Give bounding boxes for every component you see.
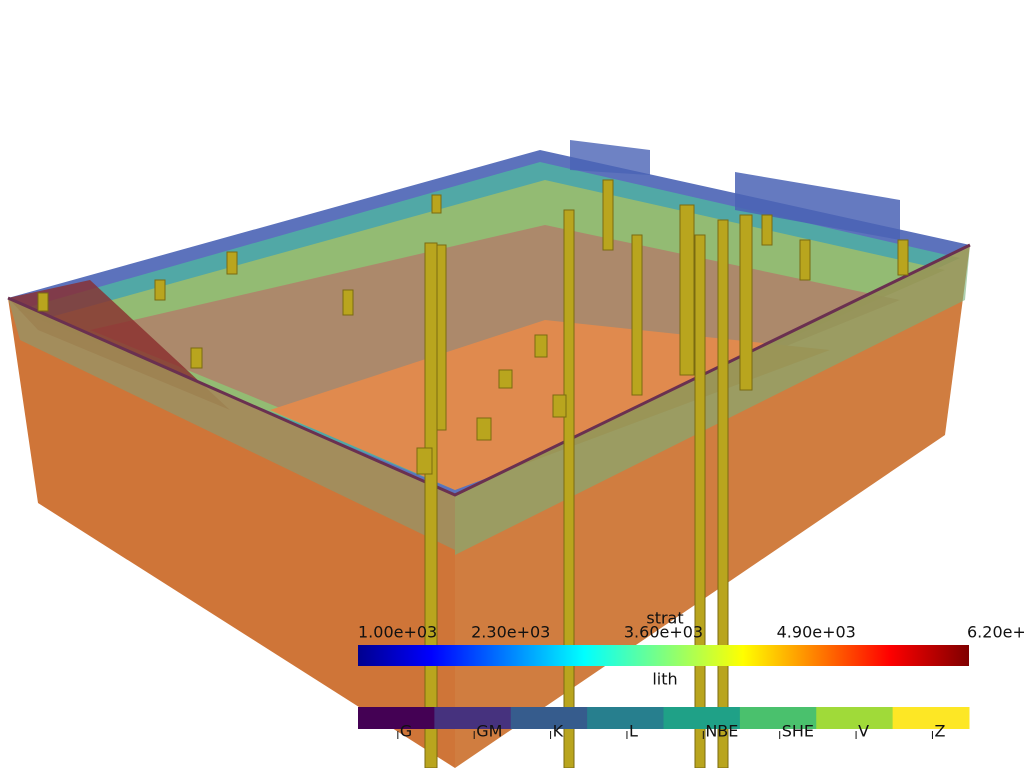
category-label: K (553, 722, 564, 741)
well (717, 219, 729, 768)
front-band (8, 298, 455, 550)
well (694, 234, 706, 768)
well (679, 204, 695, 376)
well (431, 194, 442, 214)
colorbar-tick-label: 3.60e+03 (624, 623, 703, 642)
colorbars: 1.00e+03 2.30e+03 3.60e+03 4.90e+03 6.20e+03… (358, 623, 1024, 741)
strat-colorbar (358, 645, 969, 666)
category-swatch (663, 707, 741, 729)
category-label: V (858, 722, 869, 741)
well (534, 334, 548, 358)
colorbar-tick-label: 4.90e+03 (777, 623, 856, 642)
category-label: GM (476, 722, 502, 741)
well (602, 179, 614, 251)
well (342, 289, 354, 316)
side-face (455, 245, 970, 768)
front-face (8, 298, 455, 768)
well (424, 242, 438, 768)
category-swatch (739, 707, 817, 729)
colorbar-tick-label: 6.20e+03 (967, 623, 1024, 642)
colorbar-title: lith (652, 670, 677, 689)
category-label: Z (934, 722, 945, 741)
outcrop (735, 172, 900, 240)
well (476, 417, 492, 441)
well (436, 244, 447, 431)
category-label: SHE (782, 722, 814, 741)
well (739, 214, 753, 391)
category-swatch (816, 707, 894, 729)
well (226, 251, 238, 275)
well (761, 214, 773, 246)
well (154, 279, 166, 301)
well (416, 447, 433, 475)
category-swatch (892, 707, 970, 729)
colorbar-tick-label: 2.30e+03 (471, 623, 550, 642)
category-label: NBE (705, 722, 738, 741)
colorbar-title: strat (646, 609, 683, 628)
well (498, 369, 513, 389)
colorbar-tick-label: 1.00e+03 (358, 623, 437, 642)
well (552, 394, 567, 418)
category-label: G (400, 722, 412, 741)
category-swatch (434, 707, 512, 729)
edge (7, 243, 971, 497)
well (37, 292, 49, 312)
outcrop (570, 140, 650, 175)
well (563, 209, 575, 768)
side-band (455, 245, 970, 555)
well (631, 234, 643, 396)
well (799, 239, 811, 281)
geology-model (7, 140, 971, 768)
well (190, 347, 203, 369)
category-swatch (587, 707, 664, 729)
category-swatch (510, 707, 588, 729)
well (897, 239, 909, 276)
category-swatch (358, 707, 435, 729)
category-label: L (629, 722, 638, 741)
